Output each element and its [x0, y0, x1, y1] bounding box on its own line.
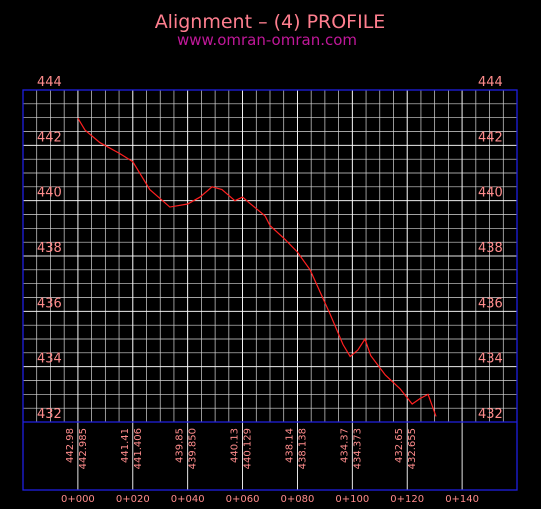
- x-tick-label: 0+120: [390, 494, 424, 505]
- y-tick-label: 436: [37, 296, 62, 311]
- y-tick-label: 442: [478, 130, 503, 145]
- y-tick-label: 432: [37, 407, 62, 422]
- y-tick-label: 434: [37, 352, 62, 367]
- elevation-label: 434.37: [339, 428, 350, 463]
- x-tick-label: 0+000: [61, 494, 95, 505]
- x-tick-label: 0+080: [281, 494, 315, 505]
- elevation-label: 434.373: [352, 428, 363, 469]
- elevation-label: 438.138: [297, 428, 308, 469]
- profile-line: [77, 117, 437, 417]
- y-tick-label: 432: [478, 407, 503, 422]
- elevation-label: 441.41: [120, 428, 131, 463]
- x-tick-label: 0+100: [335, 494, 369, 505]
- y-tick-label: 438: [478, 241, 503, 256]
- elevation-label: 439.85: [175, 428, 186, 463]
- elevation-label: 438.14: [284, 428, 295, 463]
- elevation-label: 440.13: [230, 428, 241, 463]
- y-tick-label: 440: [37, 186, 62, 201]
- elevation-label: 432.655: [407, 428, 418, 469]
- elevation-label: 441.406: [133, 428, 144, 469]
- x-tick-label: 0+020: [116, 494, 150, 505]
- y-tick-label: 436: [478, 296, 503, 311]
- watermark: www.omran-omran.com: [177, 31, 357, 49]
- x-tick-label: 0+060: [226, 494, 260, 505]
- elevation-label: 439.850: [188, 428, 199, 469]
- elevation-label: 442.985: [78, 428, 89, 469]
- y-tick-label: 440: [478, 186, 503, 201]
- frame: [22, 89, 518, 491]
- elevation-label: 432.65: [394, 428, 405, 463]
- y-tick-label: 438: [37, 241, 62, 256]
- y-tick-label: 434: [478, 352, 503, 367]
- elevation-label: 440.129: [243, 428, 254, 469]
- y-tick-label: 444: [37, 75, 62, 90]
- elevation-label: 442.98: [65, 428, 76, 463]
- y-tick-label: 444: [478, 75, 503, 90]
- x-tick-label: 0+140: [445, 494, 479, 505]
- y-tick-label: 442: [37, 130, 62, 145]
- x-tick-label: 0+040: [171, 494, 205, 505]
- chart-title: Alignment – (4) PROFILE: [155, 11, 386, 33]
